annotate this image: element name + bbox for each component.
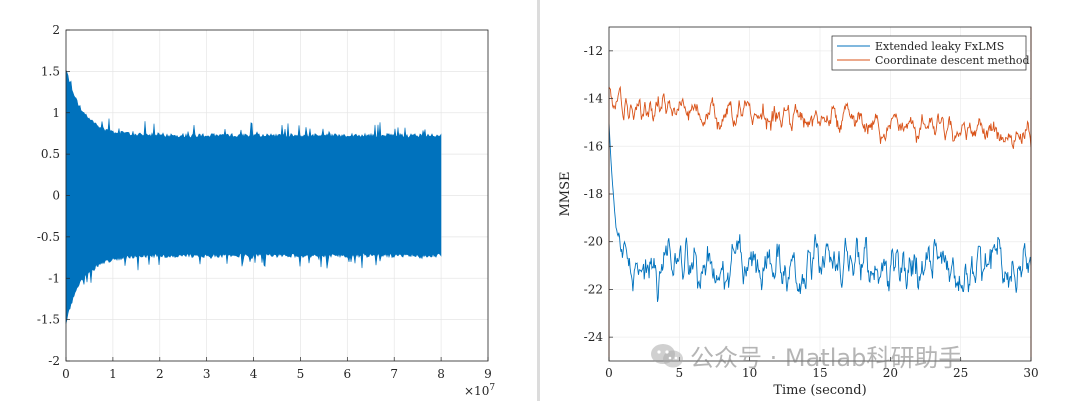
wechat-icon bbox=[650, 343, 684, 369]
left-y-tick-label: -1 bbox=[48, 271, 60, 285]
right-y-tick-label: -12 bbox=[584, 44, 603, 58]
right-y-tick-label: -14 bbox=[584, 92, 604, 106]
left-x-tick-label: 3 bbox=[203, 367, 211, 381]
left-x-tick-label: 4 bbox=[250, 367, 258, 381]
left-y-tick-label: 0.5 bbox=[41, 147, 60, 161]
left-x-tick-label: 1 bbox=[109, 367, 117, 381]
right-y-tick-label: -22 bbox=[584, 282, 603, 296]
right-series-line bbox=[608, 122, 1032, 361]
left-y-tick-label: 1.5 bbox=[41, 64, 60, 78]
right-y-tick-label: -20 bbox=[584, 235, 603, 249]
right-x-tick-label: 5 bbox=[676, 366, 684, 380]
left-y-tick-label: 1 bbox=[52, 106, 60, 120]
right-x-tick-label: 15 bbox=[812, 366, 827, 380]
right-series-line bbox=[608, 85, 1032, 361]
legend-entry-label: Extended leaky FxLMS bbox=[875, 40, 1004, 53]
legend-box bbox=[831, 35, 1027, 71]
left-x-tick-label: 7 bbox=[390, 367, 398, 381]
right-ticks: 0 5 10 15 20 25 30 -24 -22 -20 -18 -16 -14 -12 bbox=[584, 44, 1039, 380]
legend-entry-label: Coordinate descent method bbox=[875, 54, 1030, 67]
right-x-axis-label: Time (second) bbox=[773, 383, 866, 398]
left-x-tick-label: 2 bbox=[156, 367, 164, 381]
right-x-tick-label: 10 bbox=[742, 366, 757, 380]
right-x-tick-label: 0 bbox=[605, 366, 613, 380]
left-y-tick-label: -0.5 bbox=[37, 230, 60, 244]
left-x-tick-label: 8 bbox=[437, 367, 445, 381]
right-x-tick-label: 20 bbox=[883, 366, 898, 380]
left-x-tick-label: 0 bbox=[62, 367, 70, 381]
left-x-tick-label: 9 bbox=[484, 367, 492, 381]
left-x-exponent-power: 7 bbox=[489, 383, 495, 393]
left-y-tick-label: 0 bbox=[52, 189, 60, 203]
left-chart: 0 1 2 3 4 5 6 7 8 9 -2 -1.5 -1 -0.5 0 0.5 1 1.5 2 ×107 bbox=[37, 23, 495, 398]
right-y-tick-label: -16 bbox=[584, 139, 603, 153]
right-y-tick-label: -18 bbox=[584, 187, 603, 201]
left-ticks: 0 1 2 3 4 5 6 7 8 9 -2 -1.5 -1 -0.5 0 0.5 1 1.5 2 bbox=[37, 23, 492, 381]
watermark-text: 公众号 · Matlab科研助手 bbox=[690, 344, 963, 372]
left-signal-path bbox=[65, 69, 442, 324]
right-x-tick-label: 25 bbox=[953, 366, 968, 380]
right-x-tick-label: 30 bbox=[1023, 366, 1038, 380]
left-x-exponent-label: ×107 bbox=[464, 383, 495, 398]
left-y-tick-label: -2 bbox=[48, 354, 60, 368]
panel-divider bbox=[537, 0, 540, 401]
left-y-tick-label: -1.5 bbox=[37, 313, 60, 327]
left-x-tick-label: 5 bbox=[297, 367, 305, 381]
left-x-tick-label: 6 bbox=[344, 367, 352, 381]
right-grid bbox=[608, 27, 1032, 361]
right-chart: 0 5 10 15 20 25 30 -24 -22 -20 -18 -16 -14 -12 Time (… bbox=[558, 26, 1039, 398]
right-y-axis-label: MMSE bbox=[558, 171, 573, 216]
left-y-tick-label: 2 bbox=[52, 23, 60, 37]
left-signal-series bbox=[65, 69, 442, 324]
watermark: 公众号 · Matlab科研助手 bbox=[650, 338, 962, 373]
right-y-tick-label: -24 bbox=[584, 330, 604, 344]
